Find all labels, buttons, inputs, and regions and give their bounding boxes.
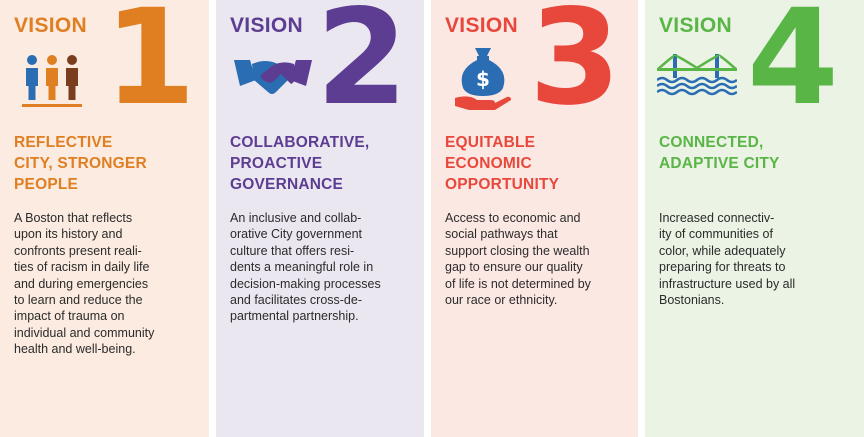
handshake-icon <box>234 52 312 105</box>
vision-label: VISION <box>659 14 732 37</box>
people-icon <box>22 54 82 115</box>
vision-heading: EQUITABLE ECONOMIC OPPORTUNITY <box>445 134 560 193</box>
vision-description: Increased connectiv- ity of communities … <box>659 211 796 308</box>
vision-heading: CONNECTED, ADAPTIVE CITY <box>659 134 780 172</box>
vision-label: VISION <box>445 14 518 37</box>
vision-number: 3 <box>529 0 621 135</box>
money-bag-hand-icon: $ <box>453 44 513 115</box>
vision-number: 4 <box>747 0 839 135</box>
vision-heading: COLLABORATIVE, PROACTIVE GOVERNANCE <box>230 134 370 193</box>
vision-heading: REFLECTIVE CITY, STRONGER PEOPLE <box>14 134 147 193</box>
vision-card-4: VISION 4 CONNECTED, ADAPTIVE CITY Increa… <box>645 0 864 437</box>
vision-card-3: VISION 3 $ EQUITABLE ECONOMIC OPPORTUNIT… <box>431 0 638 437</box>
vision-description: A Boston that reflects upon its history … <box>14 211 155 357</box>
vision-card-2: VISION 2 COLLABORATIVE, PROACTIVE GOVERN… <box>216 0 424 437</box>
vision-description: Access to economic and social pathways t… <box>445 211 591 308</box>
vision-number: 2 <box>316 0 408 135</box>
vision-card-1: VISION 1 REFLECTIVE CITY, STRONGER PEOPL… <box>0 0 209 437</box>
vision-label: VISION <box>230 14 303 37</box>
vision-label: VISION <box>14 14 87 37</box>
vision-description: An inclusive and collab- orative City go… <box>230 211 381 324</box>
vision-number: 1 <box>104 0 196 135</box>
svg-text:$: $ <box>476 67 490 91</box>
bridge-icon <box>656 52 738 103</box>
